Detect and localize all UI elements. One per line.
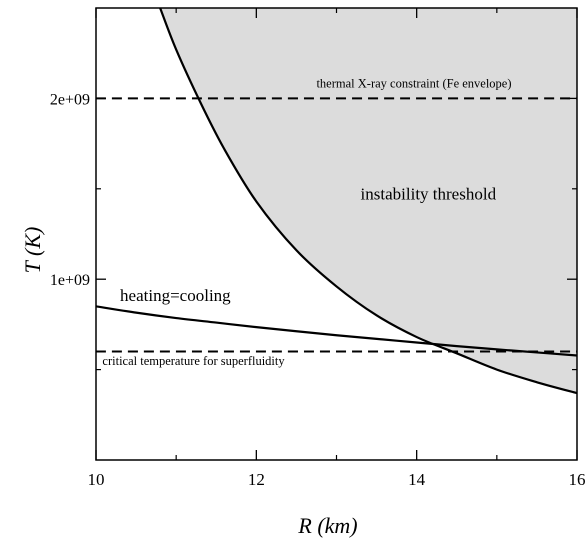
annotation-heating-cooling: heating=cooling [120,286,231,305]
series-line-instability-threshold [159,8,577,395]
series-lines-layer [96,8,577,395]
shaded-region-layer [160,8,577,394]
x-tick-label: 10 [88,470,105,489]
x-tick-label: 14 [408,470,426,489]
x-axis-label: R (km) [297,513,357,538]
y-tick-label: 1e+09 [50,272,90,289]
annotation-critical-temperature-for-superfluidity: critical temperature for superfluidity [102,354,285,368]
x-tick-label: 16 [569,470,586,489]
annotation-layer: instability threshold heating=cooling ther… [102,77,511,369]
y-tick-label: 2e+09 [50,91,90,108]
shaded-region-instability-threshold [160,8,577,394]
series-line-heating-cooling [96,305,577,357]
annotation-instability-threshold: instability threshold [361,185,497,204]
ticks-layer: 10 12 14 16 1e+09 2e+09 [50,8,586,489]
x-tick-label: 12 [248,470,265,489]
annotation-thermal-x-ray-constraint-fe-envelope: thermal X-ray constraint (Fe envelope) [316,77,511,91]
y-axis-label: T (K) [20,227,45,274]
